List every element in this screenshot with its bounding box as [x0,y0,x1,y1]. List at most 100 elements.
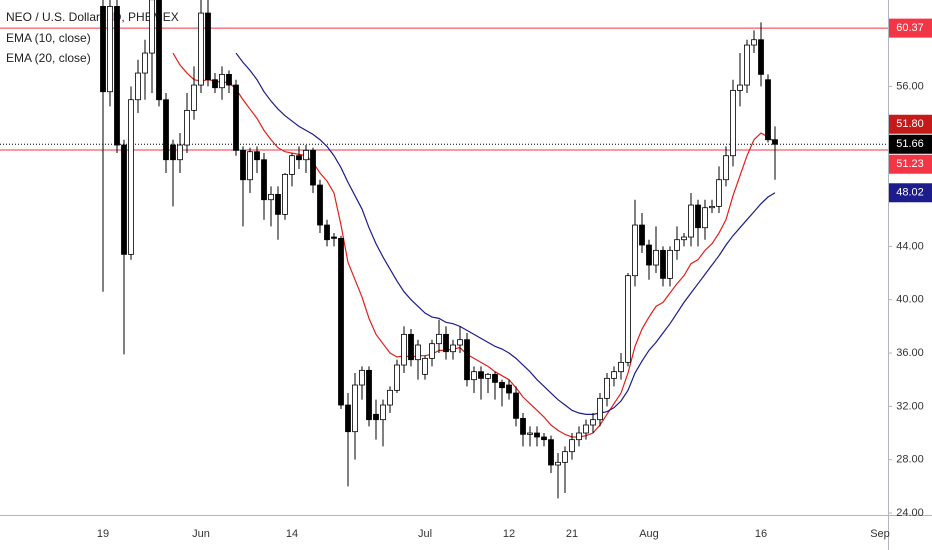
candle-body [541,436,547,441]
candle-body [219,73,225,89]
candle-body [618,361,624,373]
x-tick-label: Sep [870,528,890,540]
candle-body [156,0,162,101]
candle-body [562,451,568,463]
candle-body [660,249,666,279]
candle-body [737,84,743,91]
candle-body [303,149,309,161]
candle-body [366,369,372,421]
candle-body [765,79,771,141]
candle-body [744,44,750,86]
candle-body [170,144,176,161]
candle-body [380,404,386,421]
candle-body [597,397,603,421]
x-tick-label: 12 [503,528,515,540]
candle-body [254,151,260,161]
candle-body [751,39,757,46]
candle-body [275,193,281,215]
candle-body [247,151,253,181]
candle-body [583,424,589,434]
candle-body [611,371,617,379]
candle-body [289,155,295,175]
candle-body [338,237,344,406]
candle-body [527,432,533,435]
candle-body [429,343,435,359]
candle-body [296,155,302,161]
price-label-box [889,134,932,154]
candle-body [471,371,477,381]
candle-body [688,204,694,238]
y-tick-label: 40.00 [896,294,924,306]
candle-body [506,384,512,394]
candle-body [331,236,337,239]
candle-body [128,99,134,255]
candle-body [478,371,484,379]
candle-body [163,99,169,161]
candle-body [142,52,148,74]
candle-body [772,139,778,145]
candle-body [716,179,722,207]
candle-body [653,249,659,266]
candle-body [513,392,519,419]
candle-body [534,432,540,438]
candle-body [205,12,211,81]
y-tick-label: 24.00 [896,507,924,519]
legend-entry: EMA (20, close) [6,51,91,65]
candle-body [758,39,764,75]
x-tick-label: Jun [192,528,210,540]
candle-body [324,224,330,241]
candle-body [121,144,127,255]
candle-body [485,373,491,379]
y-tick-label: 28.00 [896,454,924,466]
price-label: 60.37 [896,22,924,34]
price-label: 51.23 [896,158,924,170]
candle-body [730,89,736,157]
candle-body [646,244,652,266]
candle-body [548,439,554,466]
price-label: 48.02 [896,187,924,199]
y-tick-label: 36.00 [896,347,924,359]
candle-body [198,12,204,86]
candle-body [212,79,218,89]
candle-body [492,373,498,383]
price-label-box [889,114,932,134]
candle-body [401,333,407,366]
candle-body [674,239,680,251]
candle-body [184,109,190,146]
candle-body [681,236,687,241]
ema-line [235,52,776,415]
x-tick-label: 19 [97,528,109,540]
candle-body [191,84,197,111]
candle-body [499,381,505,389]
candle-body [107,5,113,93]
y-tick-label: 44.00 [896,240,924,252]
y-tick-label: 56.00 [896,80,924,92]
candle-body [443,333,449,353]
candle-body [723,155,729,181]
candle-body [135,72,141,101]
candle-body [436,333,442,345]
legend-entry: EMA (10, close) [6,31,91,45]
candle-body [464,339,470,381]
candle-body [555,461,561,466]
chart-title: NEO / U.S. Dollar, 1D, PHEMEX [6,10,179,24]
candle-body [268,193,274,201]
candle-body [345,404,351,433]
candle-body [394,364,400,391]
candle-body [233,84,239,151]
candle-body [240,149,246,181]
candle-body [373,413,379,421]
candle-body [177,144,183,161]
price-label-box [889,154,932,174]
candle-body [520,417,526,435]
candle-body [450,344,456,353]
candle-body [695,204,701,229]
candle-body [100,5,106,93]
candle-body [576,432,582,441]
candle-body [261,159,267,201]
candle-body [422,357,428,375]
candle-body [149,0,155,54]
candle-body [359,369,365,386]
